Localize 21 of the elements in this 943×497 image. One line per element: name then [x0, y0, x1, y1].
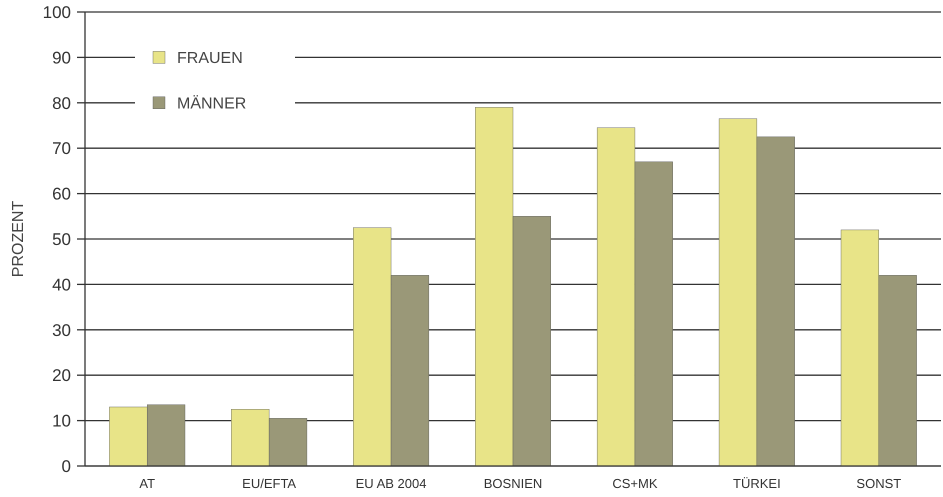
x-tick-label: EU AB 2004 [356, 476, 426, 491]
y-tick-label: 80 [52, 94, 71, 113]
x-tick-label: AT [139, 476, 156, 491]
x-tick-label: CS+MK [612, 476, 658, 491]
y-tick-label: 40 [52, 275, 71, 294]
y-tick-label: 20 [52, 366, 71, 386]
y-axis-title: PROZENT [10, 200, 27, 278]
legend-label: MÄNNER [177, 94, 246, 112]
y-tick-label: 70 [52, 139, 71, 158]
x-tick-label: BOSNIEN [484, 476, 542, 491]
y-tick-label: 100 [42, 2, 71, 22]
legend-label: FRAUEN [177, 50, 243, 67]
y-tick-label: 50 [52, 230, 71, 249]
y-tick-label: 90 [52, 48, 71, 68]
y-tick-label: 10 [52, 412, 71, 431]
y-tick-label: 60 [52, 184, 71, 204]
x-tick-label: SONST [856, 476, 902, 491]
y-tick-label: 30 [52, 320, 71, 340]
y-tick-label: 0 [62, 456, 71, 476]
x-tick-label: TÜRKEI [733, 476, 781, 491]
x-tick-label: EU/EFTA [242, 476, 296, 491]
